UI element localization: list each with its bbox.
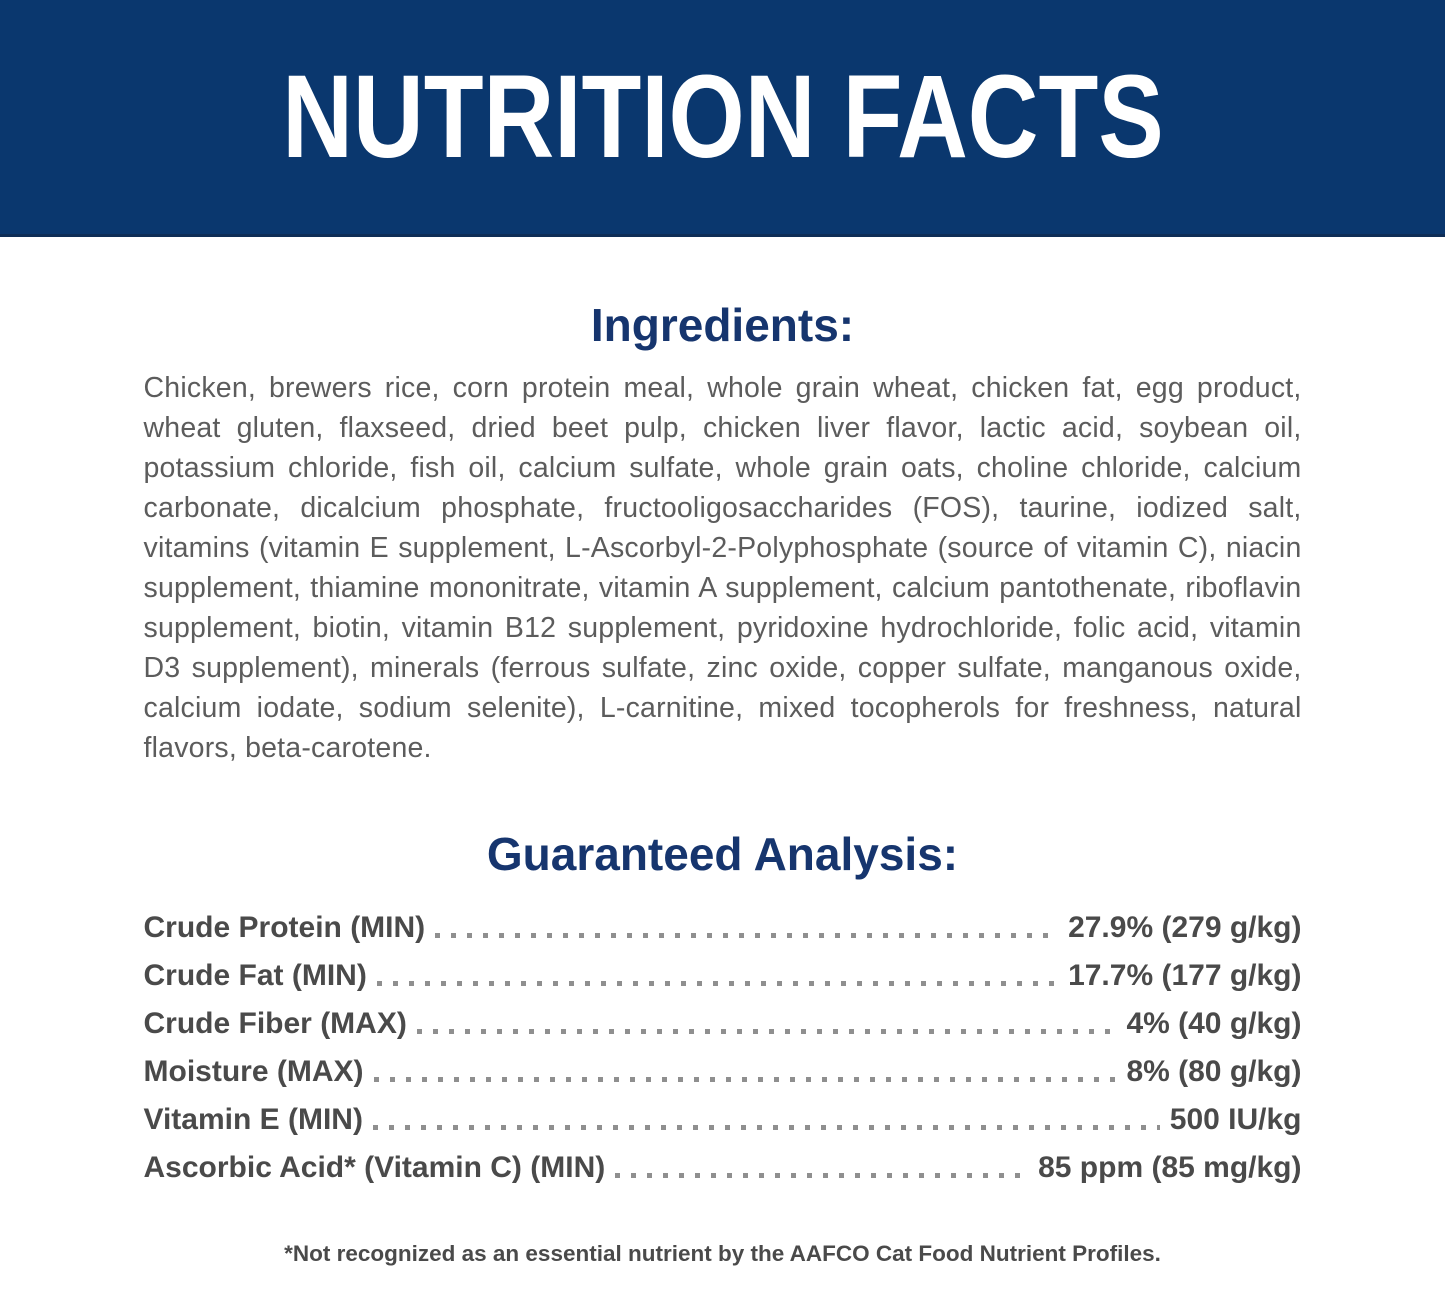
nutrient-value: 500 IU/kg [1169, 1102, 1302, 1136]
guaranteed-analysis-table: Crude Protein (MIN) 27.9% (279 g/kg) Cru… [144, 911, 1302, 1185]
dotted-leader [435, 932, 1059, 938]
table-row: Moisture (MAX) 8% (80 g/kg) [144, 1055, 1302, 1089]
footnote: *Not recognized as an essential nutrient… [284, 1240, 1161, 1266]
table-row: Crude Fiber (MAX) 4% (40 g/kg) [144, 1007, 1302, 1041]
nutrient-label: Moisture (MAX) [143, 1054, 364, 1088]
guaranteed-analysis-heading: Guaranteed Analysis: [486, 827, 959, 880]
dotted-leader [416, 1028, 1117, 1034]
nutrient-label: Ascorbic Acid* (Vitamin C) (MIN) [143, 1150, 606, 1184]
nutrient-label: Crude Protein (MIN) [143, 910, 426, 944]
ingredients-heading: Ingredients: [590, 299, 855, 351]
page-title: NUTRITION FACTS [281, 51, 1164, 183]
banner: NUTRITION FACTS [0, 0, 1445, 237]
nutrient-label: Crude Fat (MIN) [143, 958, 367, 992]
nutrient-value: 85 ppm (85 mg/kg) [1038, 1150, 1302, 1184]
dotted-leader [373, 1076, 1117, 1082]
table-row: Crude Protein (MIN) 27.9% (279 g/kg) [144, 911, 1302, 945]
nutrient-value: 17.7% (177 g/kg) [1068, 958, 1302, 992]
dotted-leader [376, 980, 1059, 986]
table-row: Ascorbic Acid* (Vitamin C) (MIN) 85 ppm … [144, 1151, 1302, 1185]
nutrient-label: Vitamin E (MIN) [143, 1102, 363, 1136]
table-row: Crude Fat (MIN) 17.7% (177 g/kg) [144, 959, 1302, 993]
dotted-leader [372, 1124, 1160, 1130]
nutrient-value: 4% (40 g/kg) [1126, 1006, 1302, 1040]
nutrient-label: Crude Fiber (MAX) [143, 1006, 407, 1040]
ingredients-text: Chicken, brewers rice, corn protein meal… [143, 371, 1302, 764]
label-content: Ingredients: Chicken, brewers rice, corn… [144, 237, 1302, 1267]
dotted-leader [615, 1172, 1029, 1178]
nutrient-value: 27.9% (279 g/kg) [1068, 910, 1302, 944]
nutrient-value: 8% (80 g/kg) [1126, 1054, 1302, 1088]
table-row: Vitamin E (MIN) 500 IU/kg [144, 1103, 1302, 1137]
